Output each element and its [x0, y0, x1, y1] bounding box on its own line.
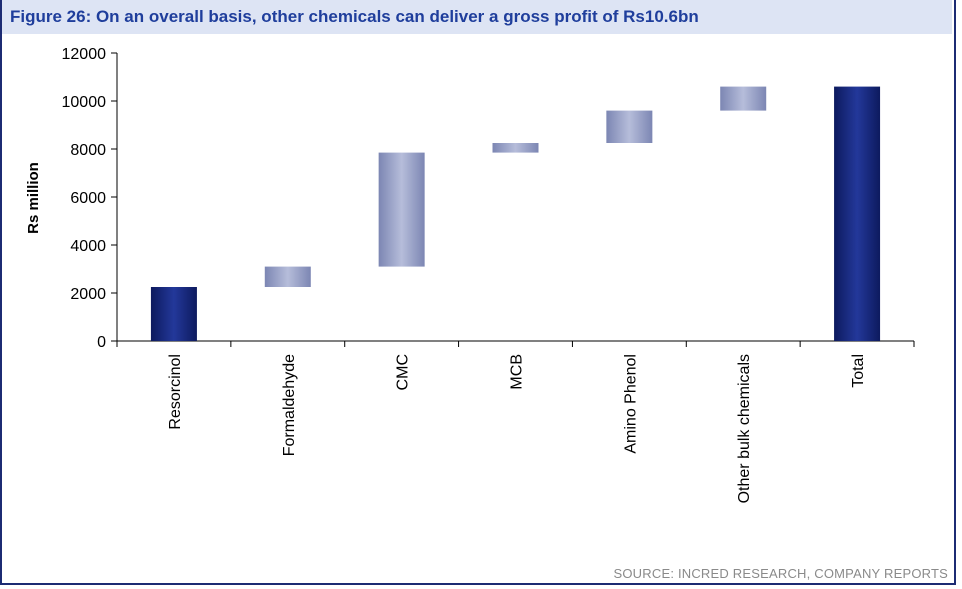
bar-amino-phenol	[606, 110, 653, 143]
bar-formaldehyde	[264, 266, 311, 287]
x-tick-label: Other bulk chemicals	[736, 354, 753, 503]
x-tick-label: CMC	[395, 354, 412, 390]
y-tick-label: 0	[97, 334, 106, 351]
bars	[150, 86, 881, 341]
y-tick-label: 12000	[62, 46, 107, 63]
source-note: SOURCE: INCRED RESEARCH, COMPANY REPORTS	[613, 566, 948, 581]
figure-title: Figure 26: On an overall basis, other ch…	[2, 0, 952, 34]
bar-resorcinol	[150, 287, 197, 341]
x-tick-label: Total	[850, 354, 867, 388]
x-tick-label: Formaldehyde	[281, 354, 298, 456]
x-tick-label: Resorcinol	[167, 354, 184, 430]
y-tick-label: 10000	[62, 94, 107, 111]
x-tick-label: Amino Phenol	[622, 354, 639, 454]
y-tick-label: 2000	[70, 286, 106, 303]
y-tick-label: 8000	[70, 142, 106, 159]
bar-cmc	[378, 152, 425, 267]
x-tick-label: MCB	[509, 354, 526, 390]
y-tick-label: 4000	[70, 238, 106, 255]
bar-total	[834, 86, 881, 341]
bar-other-bulk-chemicals	[720, 86, 767, 111]
bar-mcb	[492, 143, 539, 153]
y-axis-label: Rs million	[25, 162, 42, 234]
axes: 0 2000 4000 6000 8000 10000 12000 Resorcinol For…	[62, 46, 915, 503]
y-tick-label: 6000	[70, 190, 106, 207]
